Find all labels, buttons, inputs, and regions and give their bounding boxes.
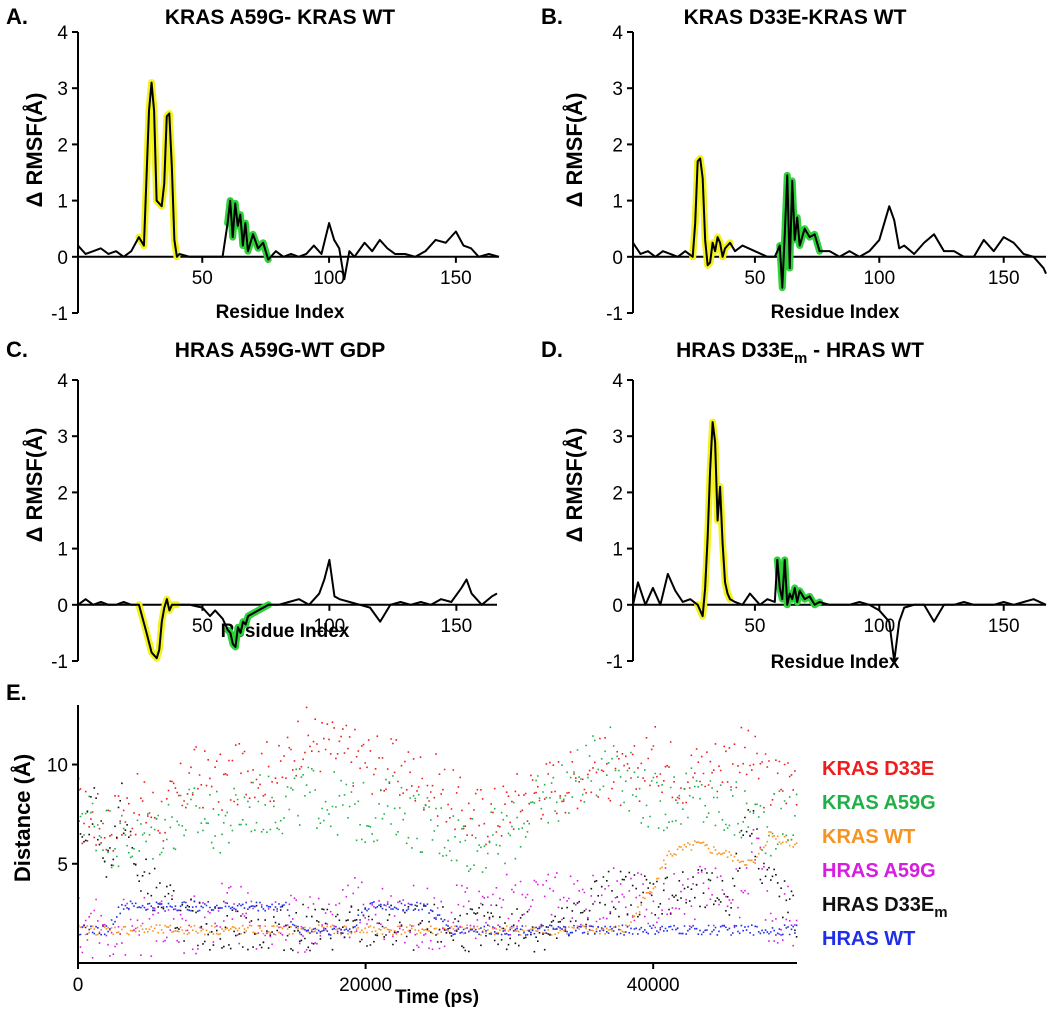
panel-c-x-tick-label: 50 — [192, 616, 213, 637]
panel-d-title-subscript: m — [794, 350, 807, 367]
panel-a-y-tick-label: -1 — [51, 304, 68, 325]
panel-a-series-line — [77, 81, 500, 281]
panel-b-y-tick-label: 4 — [612, 23, 623, 44]
panel-c-x-tick-label: 100 — [314, 616, 346, 637]
panel-e-points-kras-a59g — [78, 726, 798, 873]
panel-a-x-tick-label: 150 — [440, 268, 472, 289]
panel-a-y-tick-label: 1 — [57, 192, 68, 213]
panel-e-label: E. — [6, 680, 27, 705]
panel-d-x-axis-label: Residue Index — [771, 652, 900, 673]
panel-e-legend: KRAS D33E KRAS A59G KRAS WT HRAS A59G HR… — [822, 758, 948, 950]
panel-e-x-tick-label: 0 — [73, 975, 84, 996]
panel-b-x-axis-label: Residue Index — [771, 302, 900, 323]
panel-c-x-axis-label: Residue Index — [221, 621, 350, 642]
legend-kras-a59g: KRAS A59G — [822, 792, 936, 814]
panel-a-y-tick-label: 4 — [57, 23, 68, 44]
panel-a-y-tick-label: 3 — [57, 79, 68, 100]
panel-b-y-tick-label: -1 — [606, 304, 623, 325]
panel-a-y-tick-label: 2 — [57, 135, 68, 156]
panel-d-title-prefix: HRAS D33E — [676, 339, 794, 362]
panel-d-y-axis-label: Δ RMSF(Å) — [561, 428, 587, 543]
panel-e-points-hras-a59g — [78, 829, 798, 959]
panel-d-y-tick-label: 4 — [612, 371, 623, 392]
panel-c-series-line — [77, 558, 498, 660]
panel-e: E. Distance (Å) Time (ps) 5 10 0 20000 40000 — [6, 680, 798, 1008]
panel-a-x-tick-label: 100 — [313, 268, 345, 289]
panel-d-x-tick-label: 150 — [988, 616, 1020, 637]
panel-d-title-suffix: - HRAS WT — [807, 339, 924, 362]
panel-e-y-tick-label: 10 — [47, 756, 68, 777]
panel-c-y-tick-label: 2 — [57, 483, 68, 504]
panel-c-x-tick-label: 150 — [441, 616, 473, 637]
legend-hras-d33em-subscript: m — [934, 904, 947, 921]
legend-hras-d33em-main: HRAS D33E — [822, 894, 934, 916]
panel-d-y-tick-label: 2 — [612, 483, 623, 504]
panel-a-label: A. — [6, 4, 28, 29]
panel-c-title: HRAS A59G-WT GDP — [175, 339, 385, 362]
panel-b-y-tick-label: 2 — [612, 135, 623, 156]
panel-a-title: KRAS A59G- KRAS WT — [165, 6, 395, 29]
panel-d-title: HRAS D33Em - HRAS WT — [676, 339, 924, 367]
panel-b-y-tick-label: 1 — [612, 192, 623, 213]
panel-d: D. HRAS D33Em - HRAS WT Δ RMSF(Å) Residu… — [541, 337, 1047, 673]
panel-d-y-tick-label: 1 — [612, 540, 623, 561]
panel-c-y-tick-label: 3 — [57, 427, 68, 448]
legend-hras-a59g: HRAS A59G — [822, 860, 936, 882]
panel-b-x-tick-label: 150 — [988, 268, 1020, 289]
panel-b-series-line — [632, 157, 1047, 289]
panel-a-x-tick-label: 50 — [192, 268, 213, 289]
panel-b-y-axis-label: Δ RMSF(Å) — [561, 93, 587, 208]
panel-a-y-tick-label: 0 — [57, 248, 68, 269]
panel-d-x-tick-label: 100 — [863, 616, 895, 637]
legend-hras-wt: HRAS WT — [822, 928, 915, 950]
panel-e-y-axis-label: Distance (Å) — [9, 754, 35, 882]
panel-d-y-tick-label: -1 — [606, 652, 623, 673]
panel-a-y-axis-label: Δ RMSF(Å) — [21, 93, 47, 208]
panel-b-y-tick-label: 0 — [612, 248, 623, 269]
panel-d-label: D. — [541, 337, 563, 362]
panel-e-x-axis-label: Time (ps) — [395, 987, 479, 1008]
panel-c-label: C. — [6, 337, 28, 362]
panel-e-series-hras-wt — [78, 900, 798, 936]
panel-d-y-tick-label: 0 — [612, 596, 623, 617]
panel-c-y-tick-label: -1 — [51, 652, 68, 673]
panel-c-y-tick-label: 0 — [57, 596, 68, 617]
legend-hras-d33em: HRAS D33Em — [822, 894, 948, 921]
panel-d-series-line — [632, 421, 1047, 662]
panel-e-series-hras-a59g — [78, 829, 798, 959]
legend-kras-d33e: KRAS D33E — [822, 758, 934, 780]
panel-e-y-tick-label: 5 — [57, 855, 68, 876]
panel-d-y-tick-label: 3 — [612, 427, 623, 448]
panel-b-x-tick-label: 100 — [863, 268, 895, 289]
panel-e-points-hras-wt — [78, 900, 798, 936]
panel-a-x-axis-label: Residue Index — [216, 302, 345, 323]
legend-kras-wt: KRAS WT — [822, 826, 915, 848]
panel-c-y-axis-label: Δ RMSF(Å) — [21, 428, 47, 543]
panel-b: B. KRAS D33E-KRAS WT Δ RMSF(Å) Residue I… — [541, 4, 1047, 325]
panel-e-x-tick-label: 40000 — [627, 975, 680, 996]
panel-b-label: B. — [541, 4, 563, 29]
panel-a: A. KRAS A59G- KRAS WT Δ RMSF(Å) Residue … — [6, 4, 500, 325]
panel-c: C. HRAS A59G-WT GDP Δ RMSF(Å) Residue In… — [6, 337, 498, 673]
panel-b-y-tick-label: 3 — [612, 79, 623, 100]
panel-c-y-tick-label: 1 — [57, 540, 68, 561]
panel-d-x-tick-label: 50 — [744, 616, 765, 637]
panel-c-y-tick-label: 4 — [57, 371, 68, 392]
panel-b-title: KRAS D33E-KRAS WT — [684, 6, 907, 29]
panel-e-series-kras-a59g — [78, 726, 798, 873]
panel-e-x-tick-label: 20000 — [339, 975, 392, 996]
panel-b-x-tick-label: 50 — [744, 268, 765, 289]
